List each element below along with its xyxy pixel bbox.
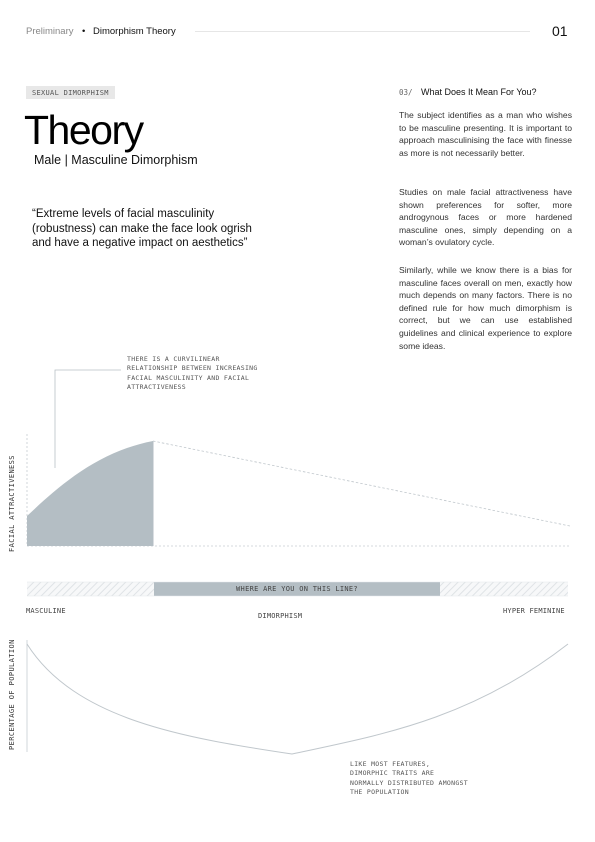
callout-leader-line xyxy=(55,370,121,468)
distribution-callout: LIKE MOST FEATURES, DIMORPHIC TRAITS ARE… xyxy=(350,760,470,797)
population-curve xyxy=(27,644,568,754)
attractiveness-fill-area xyxy=(27,441,153,546)
attractiveness-curve-dashed xyxy=(153,441,570,526)
y-axis-label-population: PERCENTAGE OF POPULATION xyxy=(8,639,16,750)
curvilinear-callout: THERE IS A CURVILINEAR RELATIONSHIP BETW… xyxy=(127,355,267,392)
scale-label-masculine: MASCULINE xyxy=(26,607,66,615)
scale-question: WHERE ARE YOU ON THIS LINE? xyxy=(154,582,440,596)
scale-label-dimorphism: DIMORPHISM xyxy=(258,612,302,620)
y-axis-label-attractiveness: FACIAL ATTRACTIVENESS xyxy=(8,455,16,552)
scale-label-hyper-feminine: HYPER FEMININE xyxy=(503,607,565,615)
